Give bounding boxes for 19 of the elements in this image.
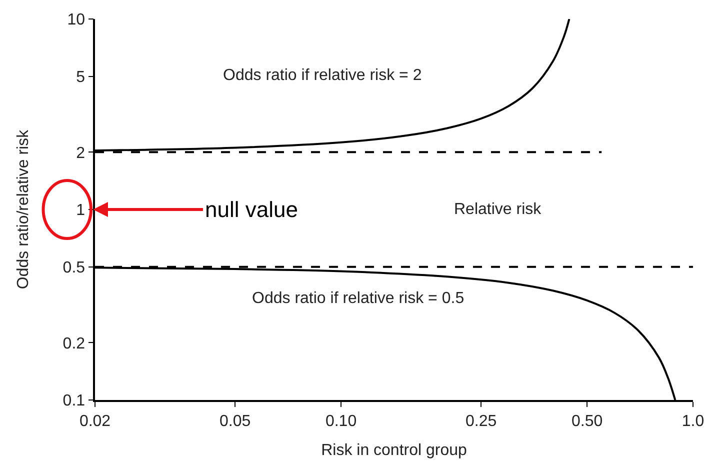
y-tick-label: 0.1 [62, 392, 86, 410]
y-tick-label: 0.2 [62, 335, 86, 352]
y-tick-label: 0.5 [62, 259, 86, 276]
x-axis-title: Risk in control group [321, 442, 468, 460]
y-tick-label: 2 [76, 144, 86, 162]
y-tick-label: 1 [76, 202, 86, 220]
x-tick-label: 0.50 [571, 412, 603, 430]
annotation: Odds ratio if relative risk = 0.5 [252, 290, 464, 307]
x-tick-label: 0.25 [466, 412, 497, 430]
annotation: Odds ratio if relative risk = 2 [223, 67, 422, 84]
x-tick-label: 0.05 [220, 412, 251, 430]
x-tick-label: 1.0 [682, 412, 704, 430]
y-axis-title: Odds ratio/relative risk [15, 128, 32, 290]
y-tick-label: 5 [76, 68, 86, 86]
annotation: null value [205, 197, 298, 222]
x-tick-label: 0.10 [325, 412, 357, 430]
x-tick-label: 0.02 [79, 412, 111, 430]
y-tick-label: 10 [67, 12, 86, 29]
annotation: Relative risk [454, 201, 542, 218]
